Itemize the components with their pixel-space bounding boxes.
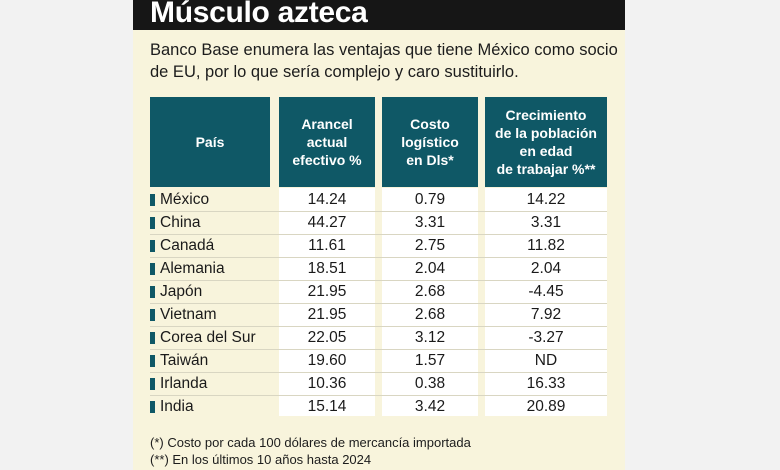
tariff-cell: 14.24: [307, 191, 347, 208]
row-marker: [150, 194, 155, 206]
cost-cell: 1.57: [414, 352, 446, 369]
growth-cell: -4.45: [528, 283, 564, 300]
country-cell: México: [160, 191, 210, 208]
row-marker: [150, 332, 155, 344]
cost-cell: 0.79: [414, 191, 446, 208]
row-divider: [150, 303, 607, 304]
header-growth-line: de trabajar %**: [496, 161, 596, 177]
row-divider: [150, 280, 607, 281]
cost-cell: 3.31: [414, 214, 446, 231]
country-cell: Vietnam: [160, 306, 217, 323]
header-growth: Crecimiento de la población en edad de t…: [485, 97, 607, 187]
country-cell: India: [160, 398, 194, 415]
tariff-cell: 18.51: [307, 260, 347, 277]
row-marker: [150, 401, 155, 413]
header-country: País: [150, 97, 270, 187]
row-marker: [150, 355, 155, 367]
tariff-cell: 10.36: [307, 375, 347, 392]
tariff-cell: 44.27: [307, 214, 347, 231]
column-tariff-bg: [279, 188, 375, 416]
infographic-title: Músculo azteca: [150, 0, 368, 29]
growth-cell: 14.22: [526, 191, 566, 208]
tariff-cell: 21.95: [307, 306, 347, 323]
tariff-cell: 15.14: [307, 398, 347, 415]
row-marker: [150, 263, 155, 275]
header-country-label: País: [195, 134, 225, 150]
cost-cell: 2.04: [414, 260, 446, 277]
header-cost-line: Costo: [410, 116, 450, 132]
header-cost-line: en Dls*: [406, 152, 454, 168]
row-divider: [150, 257, 607, 258]
country-cell: Corea del Sur: [160, 329, 256, 346]
header-growth-line: de la población: [495, 125, 597, 141]
row-marker: [150, 286, 155, 298]
header-cost-line: logístico: [401, 134, 459, 150]
cost-cell: 3.42: [414, 398, 446, 415]
growth-cell: -3.27: [528, 329, 564, 346]
row-marker: [150, 240, 155, 252]
row-marker: [150, 309, 155, 321]
cost-cell: 2.75: [414, 237, 446, 254]
row-marker: [150, 217, 155, 229]
footnote: (**) En los últimos 10 años hasta 2024: [150, 452, 372, 467]
infographic-subtitle: Banco Base enumera las ventajas que tien…: [150, 41, 618, 81]
row-divider: [150, 372, 607, 373]
row-marker: [150, 378, 155, 390]
row-divider: [150, 234, 607, 235]
row-divider: [150, 211, 607, 212]
header-growth-line: en edad: [519, 143, 573, 159]
header-tariff: Arancel actual efectivo %: [279, 97, 375, 187]
header-cost: Costo logístico en Dls*: [382, 97, 478, 187]
growth-cell: 20.89: [526, 398, 566, 415]
country-cell: Irlanda: [160, 375, 208, 392]
country-cell: China: [160, 214, 201, 231]
cost-cell: 3.12: [414, 329, 446, 346]
title-bar: [133, 0, 625, 30]
country-cell: Japón: [160, 283, 203, 300]
growth-cell: 2.04: [530, 260, 562, 277]
row-divider: [150, 349, 607, 350]
tariff-cell: 19.60: [307, 352, 347, 369]
row-divider: [150, 326, 607, 327]
header-tariff-line: Arancel: [301, 116, 353, 132]
cost-cell: 0.38: [414, 375, 446, 392]
header-growth-line: Crecimiento: [505, 107, 587, 123]
growth-cell: 11.82: [527, 237, 565, 254]
tariff-cell: 22.05: [307, 329, 347, 346]
column-growth-bg: [485, 188, 607, 416]
footnote: (*) Costo por cada 100 dólares de mercan…: [150, 435, 471, 450]
cost-cell: 2.68: [414, 283, 446, 300]
cost-cell: 2.68: [414, 306, 446, 323]
tariff-cell: 21.95: [307, 283, 347, 300]
country-cell: Alemania: [160, 260, 225, 277]
tariff-cell: 11.61: [308, 237, 346, 254]
column-cost-bg: [382, 188, 478, 416]
row-divider: [150, 395, 607, 396]
country-cell: Canadá: [160, 237, 215, 254]
country-cell: Taiwán: [160, 352, 209, 369]
growth-cell: 7.92: [530, 306, 562, 323]
header-tariff-line: actual: [306, 134, 348, 150]
growth-cell: 3.31: [530, 214, 562, 231]
growth-cell: 16.33: [526, 375, 566, 392]
header-tariff-line: efectivo %: [292, 152, 362, 168]
growth-cell: ND: [534, 352, 558, 369]
